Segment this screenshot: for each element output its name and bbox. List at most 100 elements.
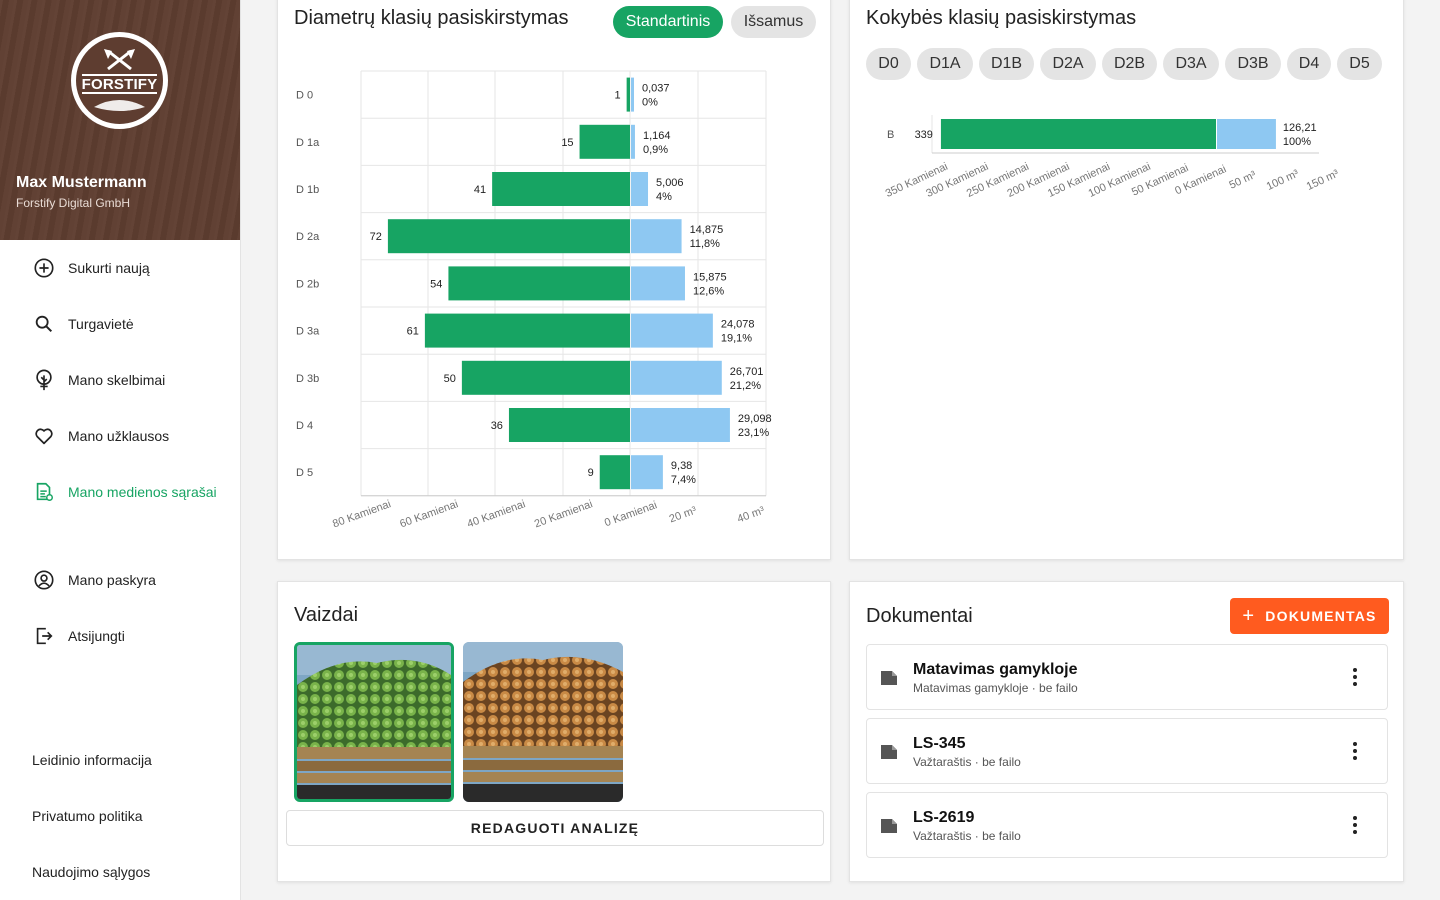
bar-label-percent: 0,9% [643, 144, 668, 156]
bar-label-percent: 19,1% [721, 333, 752, 345]
sidebar-header: FORSTIFY Max Mustermann Forstify Digital… [0, 0, 240, 240]
category-label: D 2b [296, 278, 319, 290]
document-subtitle: Važtaraštis · be failo [913, 755, 1021, 769]
nav-item-my-account[interactable]: Mano paskyra [0, 560, 240, 600]
bar-label-percent: 21,2% [730, 380, 761, 392]
bar-label-volume: 24,078 [721, 319, 755, 331]
bar-trunk-count [387, 219, 630, 254]
tree-icon [32, 368, 56, 392]
filter-chip-d5[interactable]: D5 [1337, 48, 1382, 80]
bar-trunk-count [424, 313, 630, 348]
footer-link-privacy[interactable]: Privatumo politika [32, 808, 143, 824]
file-icon [881, 745, 897, 759]
bar-label-percent: 0% [642, 97, 658, 109]
diameter-chart: D 0 1 0,037 0% D 1a 15 1,164 0,9% D 1b 41 5,006 4% D… [296, 70, 772, 530]
quality-card-title: Kokybės klasių pasiskirstymas [866, 7, 1137, 29]
filter-chip-d2b[interactable]: D2B [1102, 48, 1157, 80]
bar-label-volume: 26,701 [730, 366, 764, 378]
file-icon [881, 819, 897, 833]
bar-trunk-count [579, 124, 630, 159]
bar-trunk-count [626, 77, 630, 112]
add-document-label: DOKUMENTAS [1265, 608, 1377, 624]
filter-chip-d3b[interactable]: D3B [1225, 48, 1281, 80]
document-list-icon [32, 480, 56, 504]
category-label: D 5 [296, 467, 313, 479]
edit-analysis-button[interactable]: REDAGUOTI ANALIZĘ [286, 810, 824, 846]
bar-trunk-count [940, 119, 1216, 149]
category-label: D 1a [296, 137, 320, 149]
nav-item-marketplace[interactable]: Turgavietė [0, 304, 240, 344]
nav-item-timber-lists[interactable]: Mano medienos sąrašai [0, 472, 240, 512]
category-label: B [887, 129, 894, 141]
nav-item-logout[interactable]: Atsijungti [0, 616, 240, 656]
log-pile-image-analyzed[interactable] [294, 642, 454, 802]
x-tick-label: 20 Kamienai [533, 498, 595, 530]
x-tick-label: 60 Kamienai [398, 498, 460, 530]
add-document-button[interactable]: + DOKUMENTAS [1230, 598, 1389, 634]
heart-icon [32, 424, 56, 448]
filter-chip-d4[interactable]: D4 [1287, 48, 1331, 80]
bar-volume [631, 124, 635, 159]
diameter-card-title: Diametrų klasių pasiskirstymas [294, 7, 569, 29]
document-title: Matavimas gamykloje [913, 661, 1078, 678]
bar-volume [631, 77, 634, 112]
category-label: D 4 [296, 420, 313, 432]
document-subtitle: Važtaraštis · be failo [913, 829, 1021, 843]
filter-chip-d1b[interactable]: D1B [979, 48, 1034, 80]
bar-trunk-count [599, 455, 630, 490]
nav-item-create[interactable]: Sukurti naują [0, 248, 240, 288]
bar-volume [631, 172, 649, 206]
footer-link-imprint[interactable]: Leidinio informacija [32, 752, 152, 768]
bar-label-percent: 12,6% [693, 285, 724, 297]
search-icon [32, 312, 56, 336]
bar-label-percent: 4% [656, 191, 672, 203]
bar-volume [631, 408, 730, 442]
axes-icon [94, 49, 145, 111]
x-tick-label: 50 m³ [1227, 169, 1258, 192]
toggle-standard[interactable]: Standartinis [613, 6, 723, 38]
document-item[interactable]: Matavimas gamykloje Matavimas gamykloje … [866, 644, 1388, 710]
more-vert-icon[interactable] [1345, 665, 1365, 689]
bar-label-count: 15 [561, 137, 573, 149]
bar-volume [631, 360, 722, 395]
bar-trunk-count [461, 360, 630, 395]
quality-distribution-card: Kokybės klasių pasiskirstymas D0 D1A D1B… [849, 0, 1404, 560]
more-vert-icon[interactable] [1345, 813, 1365, 837]
x-tick-label: 20 m³ [668, 504, 699, 525]
bar-label-percent: 23,1% [738, 427, 769, 439]
toggle-detailed[interactable]: Išsamus [731, 6, 816, 38]
bar-volume [631, 219, 682, 254]
bar-trunk-count [492, 172, 630, 206]
views-card: Vaizdai [277, 581, 831, 882]
forstify-logo[interactable]: FORSTIFY [71, 32, 168, 129]
bar-trunk-count [448, 266, 630, 301]
filter-chip-d2a[interactable]: D2A [1040, 48, 1096, 80]
bar-label-count: 61 [407, 326, 419, 338]
nav-item-my-requests[interactable]: Mano užklausos [0, 416, 240, 456]
bar-label-count: 72 [370, 231, 382, 243]
bar-label-volume: 0,037 [642, 83, 670, 95]
bar-label-volume: 14,875 [690, 224, 724, 236]
bar-label-volume: 5,006 [656, 177, 684, 189]
filter-chip-d3a[interactable]: D3A [1163, 48, 1219, 80]
bar-label-percent: 100% [1283, 136, 1311, 148]
log-pile-image-original[interactable] [463, 642, 623, 802]
more-vert-icon[interactable] [1345, 739, 1365, 763]
account-circle-icon [32, 568, 56, 592]
documents-card-title: Dokumentai [866, 605, 973, 627]
document-item[interactable]: LS-345 Važtaraštis · be failo [866, 718, 1388, 784]
user-name: Max Mustermann [16, 174, 147, 191]
file-icon [881, 671, 897, 685]
nav-item-my-listings[interactable]: Mano skelbimai [0, 360, 240, 400]
bar-label-volume: 9,38 [671, 460, 692, 472]
bar-volume [631, 313, 713, 348]
filter-chip-d0[interactable]: D0 [866, 48, 911, 80]
sidebar: FORSTIFY Max Mustermann Forstify Digital… [0, 0, 241, 900]
filter-chip-d1a[interactable]: D1A [917, 48, 973, 80]
footer-link-terms[interactable]: Naudojimo sąlygos [32, 864, 151, 880]
x-tick-label: 40 m³ [736, 504, 767, 525]
bar-trunk-count [508, 408, 630, 442]
bar-label-volume: 29,098 [738, 413, 772, 425]
bar-label-count: 36 [491, 420, 503, 432]
document-item[interactable]: LS-2619 Važtaraštis · be failo [866, 792, 1388, 858]
